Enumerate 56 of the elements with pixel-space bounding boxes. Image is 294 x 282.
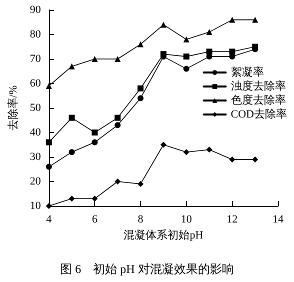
- legend-label: COD去除率: [230, 108, 288, 120]
- legend-label: 絮凝率: [230, 66, 264, 78]
- point: [114, 178, 121, 184]
- point: [114, 122, 121, 128]
- point: [114, 114, 121, 121]
- y-tick-label: 10: [30, 200, 42, 212]
- y-axis-title: 去除率/%: [6, 85, 20, 131]
- point: [114, 56, 121, 62]
- point: [46, 164, 52, 170]
- point: [206, 48, 212, 55]
- point: [229, 48, 236, 55]
- point: [160, 22, 166, 28]
- y-tick-label: 80: [30, 28, 42, 40]
- point: [68, 149, 75, 156]
- point: [138, 180, 144, 187]
- x-tick-label: 12: [226, 214, 238, 226]
- y-tick-label: 70: [30, 53, 42, 65]
- point: [138, 41, 144, 48]
- legend-label: 色度去除率: [230, 94, 286, 106]
- x-tick-label: 14: [272, 214, 284, 226]
- point: [229, 156, 236, 162]
- x-tick-label: 10: [180, 214, 192, 226]
- point: [92, 56, 98, 62]
- point: [183, 149, 190, 156]
- y-tick-label: 40: [30, 126, 42, 138]
- point: [46, 139, 52, 146]
- point: [206, 146, 212, 153]
- x-tick-label: 8: [138, 214, 144, 226]
- point: [68, 114, 75, 121]
- point: [138, 95, 144, 102]
- x-tick-label: 6: [92, 214, 98, 226]
- point: [252, 156, 258, 162]
- point: [229, 16, 236, 23]
- point: [183, 36, 190, 42]
- point: [92, 196, 98, 202]
- point: [68, 63, 75, 70]
- y-tick-label: 20: [30, 176, 42, 188]
- point: [46, 82, 52, 89]
- x-tick-label: 4: [46, 214, 52, 226]
- point: [183, 66, 190, 72]
- point: [92, 139, 98, 146]
- y-tick-label: 60: [30, 78, 42, 90]
- point: [46, 203, 52, 209]
- y-tick-label: 30: [30, 151, 42, 163]
- legend-label: 浊度去除率: [230, 80, 286, 92]
- y-tick-label: 50: [30, 102, 42, 114]
- point: [252, 16, 258, 23]
- y-tick-label: 90: [30, 4, 42, 16]
- point: [206, 29, 212, 36]
- point: [183, 54, 190, 60]
- x-axis-title: 混凝体系初始pH: [124, 228, 204, 242]
- point: [160, 142, 166, 148]
- point: [68, 196, 75, 202]
- text: 图 6 初始 pH 对混凝效果的影响: [60, 262, 234, 276]
- point: [92, 130, 98, 136]
- point: [138, 85, 144, 92]
